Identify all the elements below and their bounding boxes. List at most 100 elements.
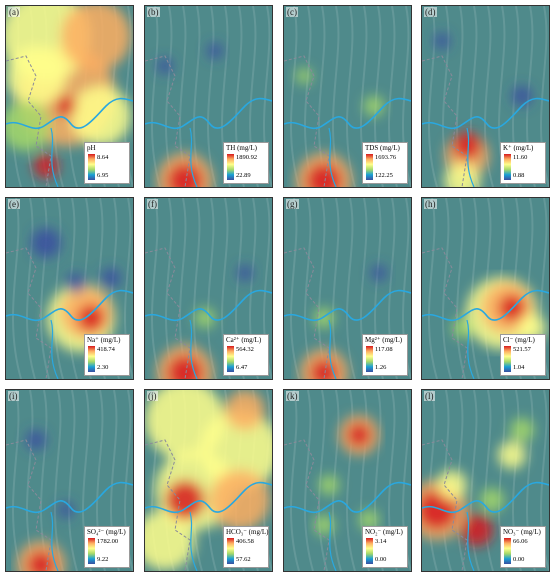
terrain-ridge (456, 198, 466, 379)
river-line (422, 97, 549, 130)
legend-box: Na⁺ (mg/L) 418.74 2.30 (84, 334, 130, 376)
terrain-ridge (346, 198, 356, 379)
hotspot (207, 43, 223, 59)
terrain-ridge (54, 198, 64, 379)
terrain-ridge (151, 198, 161, 379)
color-ramp (227, 346, 234, 372)
interpolation-map (6, 6, 133, 187)
map-panel: (j) HCO₃⁻ (mg/L) 406.58 57.62 (144, 389, 273, 572)
hotspot (296, 68, 312, 84)
interpolation-map (145, 198, 272, 379)
terrain-ridge (318, 390, 328, 571)
parameter-name: HCO₃⁻ (226, 528, 247, 536)
hotspot (512, 86, 532, 106)
terrain-ridge (332, 390, 342, 571)
hotspot (56, 96, 76, 116)
legend-max: 1693.76 (375, 154, 397, 161)
legend-min: 9.22 (97, 556, 109, 563)
terrain-ridge (207, 198, 217, 379)
legend-min: 22.89 (236, 172, 251, 179)
color-ramp (366, 346, 373, 372)
legend-title: NO₃⁻ (mg/L) (503, 528, 541, 536)
panel-tag: (h) (424, 199, 437, 209)
terrain-ridge (442, 198, 452, 379)
parameter-name: SO₄²⁻ (87, 528, 105, 536)
river-line (6, 289, 133, 322)
hotspot (347, 423, 371, 447)
concentration-surface (145, 390, 272, 570)
hotspot (510, 418, 534, 442)
legend-max: 1890.92 (236, 154, 258, 161)
terrain-ridge (68, 390, 78, 571)
concentration-surface (17, 430, 74, 571)
map-panel: (k) NO₂⁻ (mg/L) 3.14 0.00 (283, 389, 412, 572)
parameter-unit: (mg/L) (105, 528, 126, 536)
river-line (284, 97, 411, 130)
river-line (284, 481, 411, 514)
terrain-ridge (54, 390, 64, 571)
parameter-name: pH (87, 144, 96, 152)
terrain-ridge (428, 6, 438, 187)
river-branch (189, 127, 198, 187)
terrain-ridge (207, 6, 217, 187)
color-ramp (366, 538, 373, 564)
color-ramp (504, 346, 511, 372)
color-ramp (504, 538, 511, 564)
panel-tag: (f) (147, 199, 158, 209)
panel-tag: (l) (424, 391, 435, 401)
parameter-name: TDS (365, 144, 379, 152)
map-panel: (h) Cl⁻ (mg/L) 521.57 1.04 (421, 197, 550, 380)
legend-max: 66.06 (513, 538, 528, 545)
panel-tag: (a) (8, 7, 20, 17)
map-panel: (b) TH (mg/L) 1890.92 22.89 (144, 5, 273, 188)
river-branch (50, 127, 59, 187)
hotspot (157, 58, 173, 74)
terrain-ridge (484, 390, 494, 571)
legend-max: 418.74 (97, 346, 115, 353)
map-panel: (l) NO₃⁻ (mg/L) 66.06 0.00 (421, 389, 550, 572)
parameter-name: K⁺ (503, 144, 512, 152)
legend-min: 0.00 (375, 556, 387, 563)
hotspot (314, 308, 334, 328)
hotspot (165, 480, 205, 520)
panel-tag: (d) (424, 7, 437, 17)
hotspot (58, 502, 74, 518)
color-ramp (227, 154, 234, 180)
panel-tag: (k) (286, 391, 299, 401)
river-branch (466, 319, 475, 379)
color-ramp (227, 538, 234, 564)
legend-title: pH (87, 144, 96, 152)
river-line (145, 97, 272, 130)
concentration-surface (300, 265, 387, 379)
river-branch (328, 511, 337, 571)
panel-tag: (j) (147, 391, 158, 401)
river-line (145, 481, 272, 514)
legend-min: 1.26 (375, 364, 387, 371)
terrain-ridge (290, 6, 300, 187)
legend-min: 6.95 (97, 172, 109, 179)
hotspot (364, 96, 384, 116)
hotspot (480, 488, 504, 512)
legend-box: pH 8.64 6.95 (84, 142, 130, 184)
legend-box: NO₂⁻ (mg/L) 3.14 0.00 (362, 526, 408, 568)
concentration-surface (157, 43, 223, 187)
hotspot (34, 154, 58, 178)
parameter-name: Ca²⁺ (226, 336, 240, 344)
parameter-unit: (mg/L) (513, 144, 534, 152)
river-branch (328, 127, 337, 187)
hotspot (66, 273, 86, 293)
hotspot (210, 470, 270, 530)
concentration-surface (157, 265, 253, 379)
legend-title: Ca²⁺ (mg/L) (226, 336, 261, 344)
parameter-unit: (mg/L) (379, 144, 400, 152)
legend-max: 11.60 (513, 154, 528, 161)
panel-tag: (e) (8, 199, 20, 209)
hotspot (225, 390, 265, 430)
river-line (284, 289, 411, 322)
terrain-ridge (12, 390, 22, 571)
river-line (6, 481, 133, 514)
legend-box: SO₄²⁻ (mg/L) 1782.00 9.22 (84, 526, 130, 568)
hotspot (27, 551, 55, 571)
legend-max: 3.14 (375, 538, 387, 545)
